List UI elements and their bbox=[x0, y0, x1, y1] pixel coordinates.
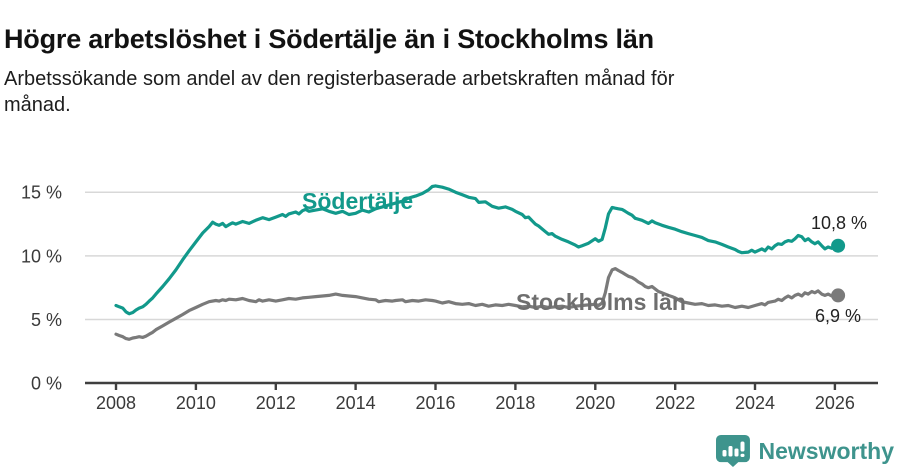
x-axis-tick-label: 2024 bbox=[735, 393, 775, 413]
series-end-value-1: 6,9 % bbox=[815, 306, 861, 326]
series-end-dot-1 bbox=[831, 288, 846, 303]
series-label-1: Stockholms län bbox=[516, 289, 686, 315]
x-axis-tick-label: 2010 bbox=[176, 393, 216, 413]
x-axis-tick-label: 2018 bbox=[495, 393, 535, 413]
x-axis-tick-label: 2016 bbox=[415, 393, 455, 413]
y-axis-tick-label: 5 % bbox=[31, 310, 62, 330]
x-axis-tick-label: 2012 bbox=[256, 393, 296, 413]
series-end-dot-0 bbox=[831, 238, 846, 253]
x-axis-tick-label: 2020 bbox=[575, 393, 615, 413]
series-end-value-0: 10,8 % bbox=[811, 213, 867, 233]
x-axis-tick-label: 2008 bbox=[96, 393, 136, 413]
series-line-0 bbox=[114, 184, 840, 316]
x-axis-tick-label: 2022 bbox=[655, 393, 695, 413]
y-axis-tick-label: 15 % bbox=[21, 183, 62, 203]
chart-subtitle-line2: månad. bbox=[4, 94, 71, 117]
newsworthy-logo: Newsworthy bbox=[715, 435, 894, 468]
y-axis-tick-label: 0 % bbox=[31, 374, 62, 394]
series-line-1 bbox=[114, 267, 840, 341]
chart-subtitle-line1: Arbetssökande som andel av den registerb… bbox=[4, 68, 675, 90]
x-axis-tick-label: 2014 bbox=[336, 393, 376, 413]
chart-title: Högre arbetslöshet i Södertälje än i Sto… bbox=[4, 24, 654, 55]
y-axis-tick-label: 10 % bbox=[21, 246, 62, 266]
series-label-0: Södertälje bbox=[302, 188, 413, 214]
chart-subtitle: Arbetssökande som andel av den registerb… bbox=[4, 66, 844, 119]
x-axis-tick-label: 2026 bbox=[815, 393, 855, 413]
newsworthy-bubble-icon bbox=[715, 435, 750, 468]
newsworthy-wordmark: Newsworthy bbox=[758, 438, 894, 464]
